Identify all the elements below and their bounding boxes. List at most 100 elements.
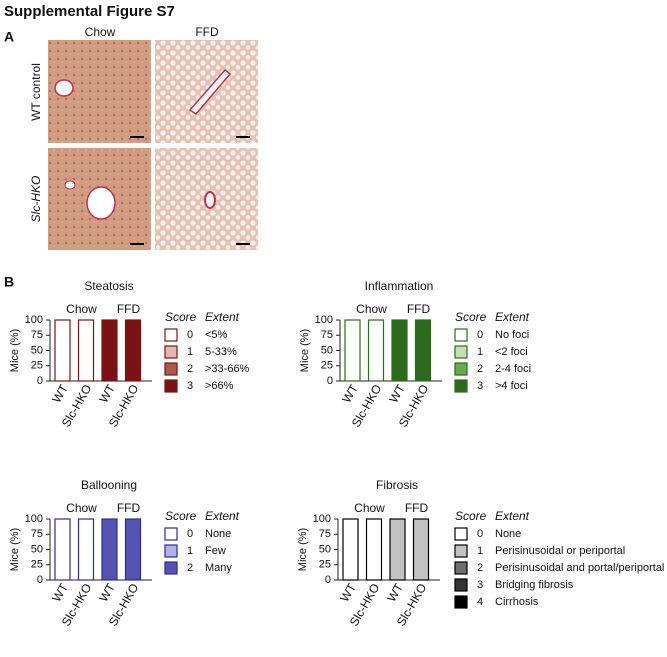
bar-segment <box>101 518 118 581</box>
micrographs <box>48 40 258 250</box>
vessel <box>64 180 76 190</box>
group-label: FFD <box>407 302 431 316</box>
legend-extent: Perisinusoidal and portal/periportal <box>495 562 664 574</box>
bar-segment <box>342 518 359 581</box>
legend-score: 2 <box>477 562 483 574</box>
y-tick-label: 0 <box>37 375 43 387</box>
column-label: FFD <box>195 25 219 39</box>
vessel <box>54 79 74 97</box>
scale-bar <box>236 243 250 245</box>
x-tick-label: WT <box>49 581 71 605</box>
legend-score: 4 <box>477 596 483 608</box>
legend-extent: Cirrhosis <box>495 596 539 608</box>
x-tick-label: WT <box>339 382 361 406</box>
legend-swatch <box>454 561 468 575</box>
legend-score: 1 <box>187 346 193 358</box>
legend-score: 3 <box>477 579 483 591</box>
legend-swatch <box>454 345 468 359</box>
legend-swatch <box>164 379 178 393</box>
y-axis-label: Mice (%) <box>9 329 21 372</box>
legend-extent: Many <box>205 562 232 574</box>
legend-score: 3 <box>187 380 193 392</box>
group-label: Chow <box>66 302 97 316</box>
legend-swatch <box>164 527 178 541</box>
legend-score: 0 <box>477 528 483 540</box>
legend-extent: 5-33% <box>205 346 237 358</box>
group-label: FFD <box>117 302 141 316</box>
chart-title: Inflammation <box>365 279 434 293</box>
x-tick-label: WT <box>49 382 71 406</box>
legend-score: 0 <box>187 329 193 341</box>
legend-score: 1 <box>477 346 483 358</box>
group-label: FFD <box>117 501 141 515</box>
x-tick-label: WT <box>386 382 408 406</box>
chart-title: Steatosis <box>84 279 133 293</box>
legend-extent: None <box>205 528 231 540</box>
y-tick-label: 50 <box>31 344 43 356</box>
group-label: FFD <box>405 501 429 515</box>
y-tick-label: 25 <box>31 360 43 372</box>
bar-segment <box>77 319 95 382</box>
legend-header: Extent <box>205 310 240 324</box>
legend-swatch <box>164 561 178 575</box>
legend-header: Extent <box>495 310 530 324</box>
y-tick-label: 100 <box>313 513 331 525</box>
y-tick-label: 75 <box>31 329 43 341</box>
scale-bar <box>130 136 144 138</box>
legend-score: 0 <box>477 329 483 341</box>
panel-label: B <box>4 274 14 290</box>
legend-swatch <box>454 595 468 609</box>
chart-title: Ballooning <box>81 478 137 492</box>
legend-swatch <box>164 544 178 558</box>
legend-score: 2 <box>187 363 193 375</box>
legend-swatch <box>164 328 178 342</box>
row-label: WT control <box>29 63 43 121</box>
legend-score: 2 <box>477 363 483 375</box>
legend-extent: No foci <box>495 329 529 341</box>
legend-score: 1 <box>477 545 483 557</box>
legend-score: 0 <box>187 528 193 540</box>
y-tick-label: 100 <box>25 513 43 525</box>
y-tick-label: 0 <box>327 375 333 387</box>
y-tick-label: 0 <box>37 574 43 586</box>
legend-extent: >4 foci <box>495 380 528 392</box>
legend-header: Score <box>165 310 197 324</box>
chart-title: Fibrosis <box>376 478 418 492</box>
column-label: Chow <box>85 25 116 39</box>
figure-title: Supplemental Figure S7 <box>4 3 175 20</box>
legend-header: Extent <box>205 509 240 523</box>
x-tick-label: WT <box>337 581 359 605</box>
legend-extent: <5% <box>205 329 228 341</box>
y-axis-label: Mice (%) <box>9 528 21 571</box>
vessel <box>86 186 116 220</box>
group-label: Chow <box>356 302 387 316</box>
legend-swatch <box>164 362 178 376</box>
legend-swatch <box>164 345 178 359</box>
y-tick-label: 25 <box>319 559 331 571</box>
bar-segment <box>367 319 385 382</box>
y-tick-label: 75 <box>31 528 43 540</box>
legend-extent: None <box>495 528 521 540</box>
y-tick-label: 50 <box>321 344 333 356</box>
y-tick-label: 25 <box>321 360 333 372</box>
x-tick-label: WT <box>384 581 406 605</box>
bar-segment <box>389 518 406 581</box>
legend-extent: >66% <box>205 380 234 392</box>
x-tick-label: WT <box>96 382 118 406</box>
panel-label: A <box>4 29 14 45</box>
legend-header: Score <box>455 310 487 324</box>
y-tick-label: 50 <box>319 543 331 555</box>
row-label: Slc-HKO <box>29 176 43 223</box>
legend-score: 3 <box>477 380 483 392</box>
legend-swatch <box>454 379 468 393</box>
legend-header: Score <box>455 509 487 523</box>
group-label: Chow <box>354 501 385 515</box>
vessel <box>188 68 232 115</box>
bar-segment <box>344 319 361 382</box>
legend-swatch <box>454 578 468 592</box>
y-tick-label: 25 <box>31 559 43 571</box>
legend-swatch <box>454 527 468 541</box>
bar-segment <box>124 518 142 581</box>
x-tick-label: WT <box>96 581 118 605</box>
legend-extent: Few <box>205 545 226 557</box>
